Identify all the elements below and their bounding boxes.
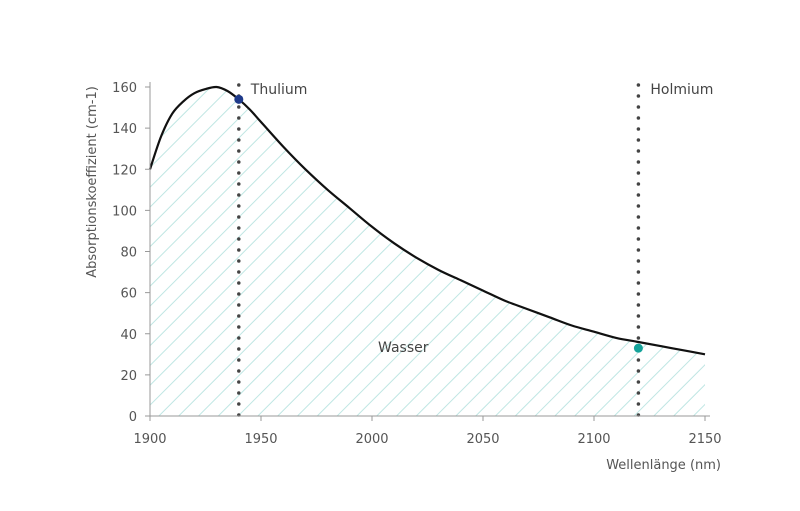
y-tick-label: 160 [112, 81, 137, 96]
x-tick-label: 2000 [355, 432, 388, 447]
y-tick-label: 40 [120, 328, 137, 343]
x-tick-label: 1900 [133, 432, 166, 447]
y-tick-label: 100 [112, 204, 137, 219]
tick-layer: 0 20 40 60 80 100 120 140 160 1900 1950 2000 2050 210… [112, 81, 721, 447]
area-label: Wasser [378, 340, 429, 356]
label-thulium: Thulium [250, 82, 308, 98]
y-tick-label: 20 [120, 369, 137, 384]
water-area [150, 86, 705, 416]
marker-layer: Thulium Holmium [234, 82, 713, 353]
x-tick-label: 2150 [688, 432, 721, 447]
y-tick-label: 80 [120, 246, 137, 261]
y-tick-label: 0 [129, 410, 137, 425]
x-tick-label: 1950 [244, 432, 277, 447]
label-holmium: Holmium [650, 82, 713, 98]
x-axis-title: Wellenlänge (nm) [606, 458, 721, 473]
y-axis-title: Absorptionskoeffizient (cm-1) [85, 86, 100, 278]
axis-layer [145, 82, 710, 417]
y-tick-label: 60 [120, 287, 137, 302]
x-tick-label: 2050 [466, 432, 499, 447]
area-layer [150, 86, 705, 416]
marker-thulium [234, 94, 244, 104]
y-tick-label: 120 [112, 163, 137, 178]
x-tick-label: 2100 [577, 432, 610, 447]
line-layer [148, 85, 706, 356]
water-absorption-curve [148, 85, 706, 356]
y-tick-label: 140 [112, 122, 137, 137]
vline-layer [237, 83, 641, 418]
marker-holmium [633, 343, 643, 353]
